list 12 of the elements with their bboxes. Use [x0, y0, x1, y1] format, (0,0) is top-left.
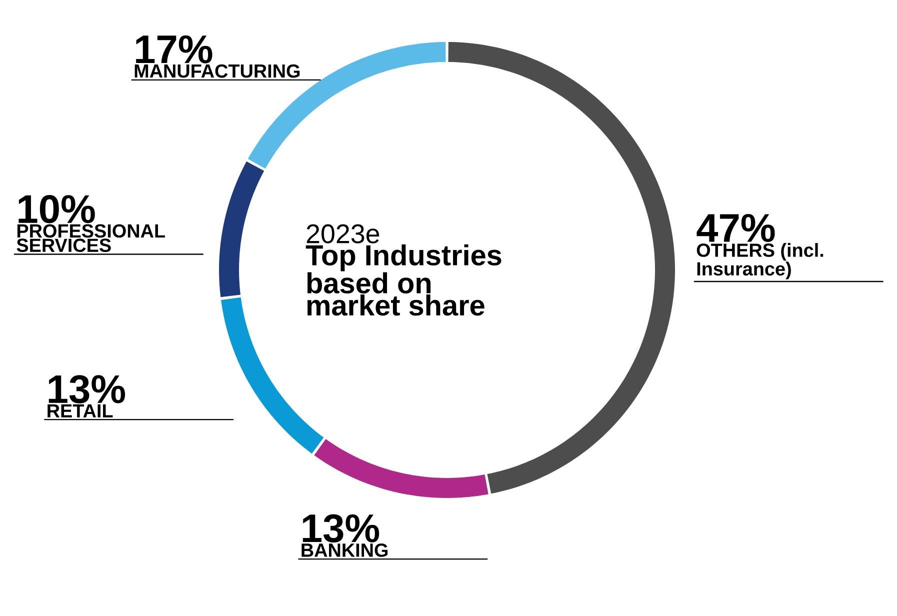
slice-label: MANUFACTURING: [134, 64, 300, 78]
data-label: 13%: [302, 514, 380, 542]
data-label: 17%: [136, 35, 212, 64]
data-label: 13%: [48, 375, 126, 404]
slice-label: PROFESSIONAL SERVICES: [16, 224, 165, 252]
slice-label: OTHERS (incl. Insurance): [696, 243, 824, 280]
text: Top Industries based on market share: [306, 244, 502, 316]
slice-label: RETAIL: [48, 404, 113, 418]
slice-label: BANKING: [302, 543, 388, 557]
data-label: 10%: [18, 195, 95, 224]
data-label: 47%: [696, 214, 775, 242]
text: 2023e: [306, 224, 380, 244]
